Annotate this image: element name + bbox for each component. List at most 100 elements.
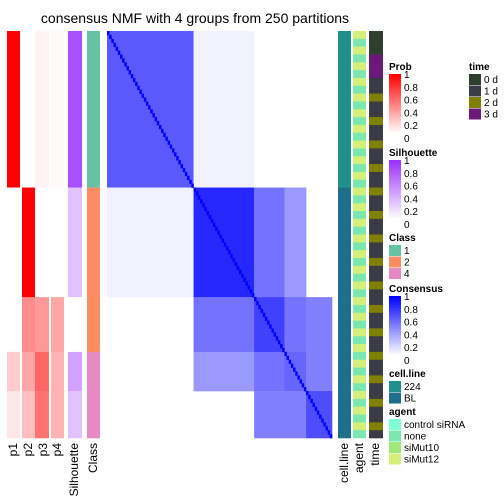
time-cell	[369, 218, 383, 227]
time-cell	[369, 211, 383, 220]
prob-legend-swatch	[389, 78, 401, 81]
silhouette-legend-swatch	[389, 209, 401, 212]
agent-cell	[353, 117, 366, 126]
consensus-diagonal-cell	[234, 261, 238, 267]
silhouette-legend-swatch	[389, 179, 401, 182]
time-cell	[369, 109, 383, 118]
class-legend-swatch	[389, 256, 401, 268]
consensus-diagonal-cell	[161, 128, 164, 134]
silhouette-legend-swatch	[389, 182, 401, 185]
consensus-diagonal-cell	[141, 93, 145, 98]
agent-cell	[353, 383, 366, 392]
consensus-diagonal-cell	[204, 207, 207, 212]
silhouette-legend-swatch	[389, 188, 401, 191]
time-cell	[369, 344, 383, 353]
annotation-cell-p1-0	[7, 31, 20, 188]
consensus-diagonal-cell	[189, 179, 192, 184]
consensus-legend-swatch	[389, 354, 401, 357]
prob-legend-swatch	[389, 93, 401, 96]
agent-legend-swatch	[389, 419, 401, 430]
silhouette-legend-swatch	[389, 176, 401, 179]
consensus-diagonal-cell	[297, 375, 300, 380]
consensus-diagonal-cell	[299, 379, 303, 384]
consensus-diagonal-cell	[301, 383, 305, 388]
consensus-diagonal-cell	[293, 367, 296, 372]
prob-legend-swatch	[389, 95, 401, 97]
time-cell	[369, 297, 383, 306]
time-cell	[369, 226, 383, 235]
prob-legend-tick: 0	[404, 134, 410, 145]
consensus-diagonal-cell	[152, 113, 155, 118]
silhouette-legend-swatch	[389, 194, 401, 197]
time-cell	[369, 406, 383, 415]
consensus-block-1-3	[284, 187, 307, 298]
agent-cell	[353, 54, 366, 63]
class-legend-label: 4	[404, 269, 410, 280]
silhouette-legend-swatch	[389, 197, 401, 200]
prob-legend-swatch	[389, 96, 401, 99]
consensus-diagonal-cell	[213, 222, 216, 227]
agent-cell	[353, 164, 366, 173]
consensus-diagonal-cell	[295, 371, 298, 376]
agent-legend-swatch	[389, 430, 401, 442]
consensus-block-2-3	[284, 297, 307, 353]
annotation-label-time: time	[368, 443, 382, 466]
consensus-legend-swatch	[389, 336, 401, 339]
consensus-diagonal-cell	[243, 277, 246, 282]
time-cell	[369, 391, 383, 400]
silhouette-legend-tick: 0.4	[404, 194, 418, 205]
prob-legend-swatch	[389, 83, 401, 85]
time-cell	[369, 398, 383, 407]
consensus-diagonal-cell	[321, 418, 324, 423]
consensus-diagonal-cell	[145, 101, 149, 106]
consensus-diagonal-cell	[275, 336, 279, 341]
consensus-diagonal-cell	[195, 191, 199, 196]
annotation-cell-p4-1	[51, 187, 64, 298]
agent-legend-label: siMut12	[404, 455, 439, 466]
prob-legend-swatch	[389, 81, 401, 84]
prob-legend-swatch	[389, 113, 401, 115]
time-cell	[369, 62, 383, 71]
consensus-diagonal-cell	[187, 175, 190, 181]
class-legend-swatch	[389, 245, 401, 256]
consensus-legend-swatch	[389, 338, 401, 340]
silhouette-legend-swatch	[389, 206, 401, 209]
annotation-cell-p3-4	[35, 391, 49, 439]
consensus-diagonal-cell	[267, 320, 270, 325]
time-cell	[369, 85, 383, 94]
consensus-diagonal-cell	[236, 265, 240, 271]
prob-legend-swatch	[389, 75, 401, 78]
time-cell	[369, 336, 383, 345]
silhouette-legend-swatch	[389, 205, 401, 207]
silhouette-legend-swatch	[389, 161, 401, 164]
prob-legend-swatch	[389, 128, 401, 130]
consensus-diagonal-cell	[174, 152, 177, 157]
time-cell	[369, 148, 383, 157]
time-cell	[369, 359, 383, 368]
time-cell	[369, 414, 383, 423]
consensus-diagonal-cell	[273, 332, 277, 337]
agent-cell	[353, 218, 366, 227]
silhouette-legend-swatch	[389, 167, 401, 170]
silhouette-legend-swatch	[389, 169, 401, 171]
consensus-diagonal-cell	[256, 301, 259, 306]
prob-legend-swatch	[389, 90, 401, 93]
cell-line-legend-label: BL	[404, 394, 417, 405]
class-legend-swatch	[389, 268, 401, 279]
consensus-diagonal-cell	[258, 304, 261, 310]
prob-legend-swatch	[389, 123, 401, 126]
silhouette-legend-swatch	[389, 215, 401, 218]
consensus-diagonal-cell	[143, 97, 147, 102]
consensus-legend-swatch	[389, 297, 401, 300]
consensus-legend-swatch	[389, 324, 401, 327]
annotation-cell-p1-2	[7, 297, 20, 353]
prob-legend-swatch	[389, 110, 401, 112]
prob-legend-tick: 1	[404, 70, 410, 81]
prob-legend-swatch	[389, 74, 401, 76]
prob-legend-swatch	[389, 125, 401, 127]
time-cell	[369, 304, 383, 314]
annotation-label-p3: p3	[36, 443, 50, 457]
consensus-diagonal-cell	[316, 410, 320, 415]
prob-legend-swatch	[389, 111, 401, 114]
annotation-cell-silhouette-2	[68, 297, 82, 353]
